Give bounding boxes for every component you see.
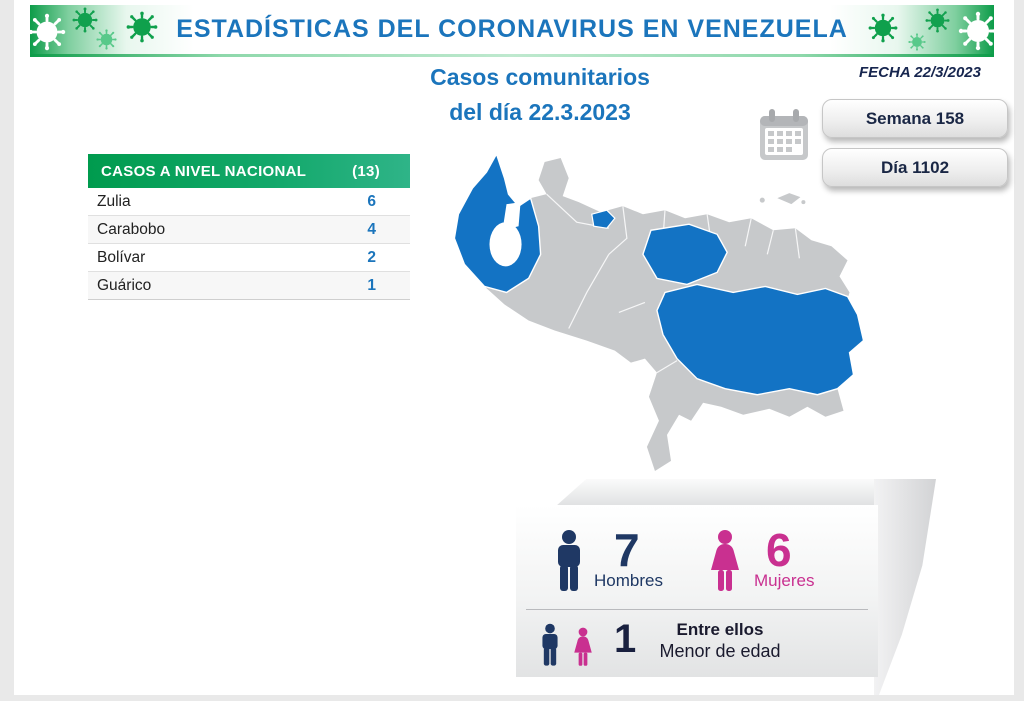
cases-table-header: CASOS A NIVEL NACIONAL (13) bbox=[88, 154, 410, 188]
state-name: Carabobo bbox=[97, 220, 166, 238]
state-name: Zulia bbox=[97, 192, 131, 210]
men-count: 7 bbox=[614, 524, 640, 576]
state-name: Bolívar bbox=[97, 248, 146, 266]
minor-label-line1: Entre ellos bbox=[676, 620, 764, 639]
subtitle: Casos comunitarios del día 22.3.2023 bbox=[320, 60, 760, 130]
minor-count: 1 bbox=[614, 617, 637, 661]
man-small-icon bbox=[538, 623, 562, 667]
map-state-bolivar bbox=[656, 283, 865, 396]
cases-table-total: (13) bbox=[352, 162, 380, 180]
card-divider bbox=[526, 609, 868, 610]
table-row-bolivar: Bolívar 2 bbox=[88, 244, 410, 272]
state-cases: 2 bbox=[367, 248, 376, 266]
subtitle-line2: del día 22.3.2023 bbox=[449, 99, 631, 125]
map-state-carabobo bbox=[591, 209, 616, 229]
day-badge: Día 1102 bbox=[822, 148, 1008, 187]
venezuela-map bbox=[448, 142, 890, 488]
date-label: FECHA 22/3/2023 bbox=[858, 64, 981, 81]
week-badge: Semana 158 bbox=[822, 99, 1008, 138]
woman-small-icon bbox=[572, 627, 594, 667]
map-lake-maracaibo bbox=[489, 222, 522, 267]
day-badge-label: Día 1102 bbox=[880, 157, 950, 177]
state-cases: 4 bbox=[367, 220, 376, 238]
map-state-guarico bbox=[642, 223, 728, 286]
minor-label: Entre ellos Menor de edad bbox=[636, 619, 804, 662]
calendar-icon bbox=[757, 106, 811, 164]
map-state-zulia bbox=[453, 152, 542, 294]
map-island bbox=[801, 200, 806, 205]
demographics-card: 7 Hombres 6 Mujeres 1 Entre ellos Menor … bbox=[516, 505, 878, 677]
map-island bbox=[759, 197, 765, 203]
state-name: Guárico bbox=[97, 276, 152, 294]
week-badge-label: Semana 158 bbox=[865, 108, 965, 128]
women-label: Mujeres bbox=[754, 571, 815, 590]
map-island-margarita bbox=[777, 193, 801, 205]
men-label: Hombres bbox=[594, 571, 663, 590]
table-row-guarico: Guárico 1 bbox=[88, 272, 410, 300]
table-row-carabobo: Carabobo 4 bbox=[88, 216, 410, 244]
page-title: ESTADÍSTICAS DEL CORONAVIRUS EN VENEZUEL… bbox=[176, 15, 848, 43]
man-icon bbox=[552, 529, 586, 593]
card-backdrop-top bbox=[556, 479, 934, 506]
state-cases: 1 bbox=[367, 276, 376, 294]
women-count: 6 bbox=[766, 524, 792, 576]
subtitle-line1: Casos comunitarios bbox=[430, 64, 650, 90]
minor-label-line2: Menor de edad bbox=[659, 641, 781, 661]
cases-table: CASOS A NIVEL NACIONAL (13) Zulia 6 Cara… bbox=[88, 154, 410, 300]
cases-table-title: CASOS A NIVEL NACIONAL bbox=[101, 162, 307, 180]
state-cases: 6 bbox=[367, 192, 376, 210]
header-banner: ESTADÍSTICAS DEL CORONAVIRUS EN VENEZUEL… bbox=[30, 5, 994, 57]
table-row-zulia: Zulia 6 bbox=[88, 188, 410, 216]
woman-icon bbox=[708, 529, 742, 593]
